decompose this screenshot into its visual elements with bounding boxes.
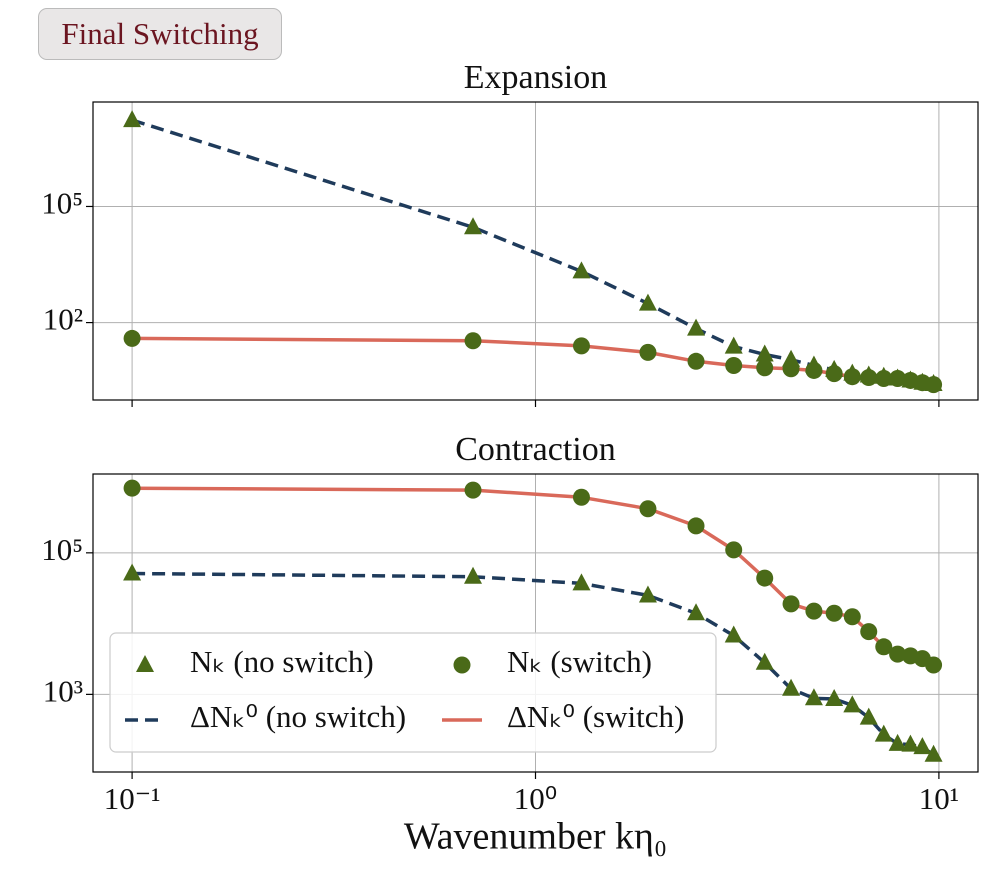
- circle-marker: [572, 488, 590, 506]
- triangle-marker: [859, 707, 878, 725]
- triangle-marker: [888, 733, 907, 751]
- button[interactable]: Final Switching: [38, 8, 282, 60]
- circle-marker: [925, 656, 943, 674]
- legend-label: Nₖ (switch): [507, 644, 652, 679]
- circle-marker: [925, 376, 943, 394]
- y-tick-label: 10³: [43, 673, 83, 708]
- triangle-marker: [687, 603, 706, 621]
- circle-marker: [805, 361, 823, 379]
- triangle-marker: [782, 678, 801, 696]
- triangle-marker: [464, 566, 483, 584]
- legend-label: ΔNₖ⁰ (no switch): [190, 699, 406, 734]
- circle-marker: [843, 368, 861, 386]
- circle-marker: [639, 343, 657, 361]
- triangle-marker: [755, 652, 774, 670]
- circle-marker: [860, 369, 878, 387]
- circle-marker: [875, 369, 893, 387]
- circle-marker: [464, 332, 482, 350]
- x-tick-label: 10¹: [919, 781, 959, 816]
- triangle-marker: [913, 737, 932, 755]
- triangle-marker: [638, 585, 657, 603]
- triangle-marker: [572, 573, 591, 591]
- y-tick-label: 10⁵: [41, 532, 83, 567]
- circle-marker: [572, 337, 590, 355]
- circle-marker: [805, 602, 823, 620]
- triangle-marker: [825, 689, 844, 707]
- circle-marker: [825, 604, 843, 622]
- legend-label: Nₖ (no switch): [190, 644, 374, 679]
- circle-marker: [843, 608, 861, 626]
- circle-marker: [756, 569, 774, 587]
- x-tick-label: 10⁰: [514, 781, 557, 816]
- circle-marker: [123, 479, 141, 497]
- circle-marker: [464, 481, 482, 499]
- legend-label: ΔNₖ⁰ (switch): [507, 699, 684, 734]
- triangle-marker: [123, 110, 142, 128]
- triangle-marker: [123, 563, 142, 581]
- triangle-marker: [136, 655, 154, 672]
- triangle-marker: [843, 695, 862, 713]
- circle-marker: [889, 369, 907, 387]
- circle-marker: [123, 329, 141, 347]
- circle-marker: [825, 365, 843, 383]
- legend-box: [109, 632, 717, 753]
- circle-marker: [756, 359, 774, 377]
- circle-marker: [639, 500, 657, 518]
- circle-marker: [889, 645, 907, 663]
- panel-title: Contraction: [455, 431, 616, 468]
- triangle-marker: [687, 318, 706, 336]
- triangle-marker: [638, 293, 657, 311]
- y-tick-label: 10²: [43, 302, 83, 337]
- triangle-marker: [804, 688, 823, 706]
- x-axis-label: Wavenumber kη₀: [404, 816, 667, 858]
- circle-marker: [725, 541, 743, 559]
- x-tick-label: 10⁻¹: [104, 781, 161, 816]
- triangle-marker: [755, 344, 774, 362]
- triangle-marker: [724, 336, 743, 354]
- triangle-marker: [924, 744, 943, 762]
- triangle-marker: [874, 724, 893, 742]
- circle-marker: [453, 656, 471, 674]
- circle-marker: [725, 356, 743, 374]
- triangle-marker: [724, 625, 743, 643]
- triangle-marker: [464, 217, 483, 235]
- panel-title: Expansion: [464, 59, 608, 96]
- triangle-marker: [572, 261, 591, 279]
- triangle-marker: [901, 734, 920, 752]
- circle-marker: [782, 360, 800, 378]
- plot-frame: [92, 101, 979, 401]
- circle-marker: [782, 595, 800, 613]
- plot-frame: [92, 473, 979, 773]
- circle-marker: [687, 517, 705, 535]
- circle-marker: [875, 638, 893, 656]
- y-tick-label: 10⁵: [41, 186, 83, 221]
- circle-marker: [687, 352, 705, 370]
- circle-marker: [860, 623, 878, 641]
